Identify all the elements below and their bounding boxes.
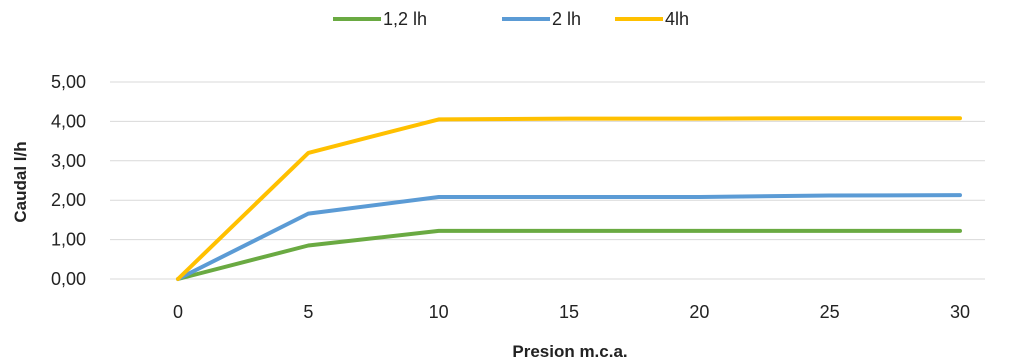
series-line-1 xyxy=(176,193,962,281)
x-tick-label: 15 xyxy=(559,302,579,322)
x-tick-label: 0 xyxy=(173,302,183,322)
x-tick-label: 25 xyxy=(820,302,840,322)
x-tick-label: 5 xyxy=(303,302,313,322)
legend-label-2: 4lh xyxy=(665,9,689,29)
series-line-2 xyxy=(176,116,962,281)
y-tick-label: 5,00 xyxy=(51,72,86,92)
series-line-0 xyxy=(176,228,962,281)
y-axis-ticks: 0,00 1,00 2,00 3,00 4,00 5,00 xyxy=(51,72,86,289)
x-axis-label: Presion m.c.a. xyxy=(512,342,627,361)
legend: 1,2 lh 2 lh 4lh xyxy=(333,9,689,29)
legend-label-0: 1,2 lh xyxy=(383,9,427,29)
x-tick-label: 10 xyxy=(429,302,449,322)
x-axis-ticks: 0 5 10 15 20 25 30 xyxy=(173,302,970,322)
y-axis-label: Caudal l/h xyxy=(11,141,30,222)
y-tick-label: 2,00 xyxy=(51,190,86,210)
y-tick-label: 4,00 xyxy=(51,111,86,131)
x-tick-label: 30 xyxy=(950,302,970,322)
legend-label-1: 2 lh xyxy=(552,9,581,29)
x-tick-label: 20 xyxy=(689,302,709,322)
series-lines xyxy=(176,116,962,281)
y-tick-label: 0,00 xyxy=(51,269,86,289)
y-tick-label: 1,00 xyxy=(51,230,86,250)
y-tick-label: 3,00 xyxy=(51,151,86,171)
